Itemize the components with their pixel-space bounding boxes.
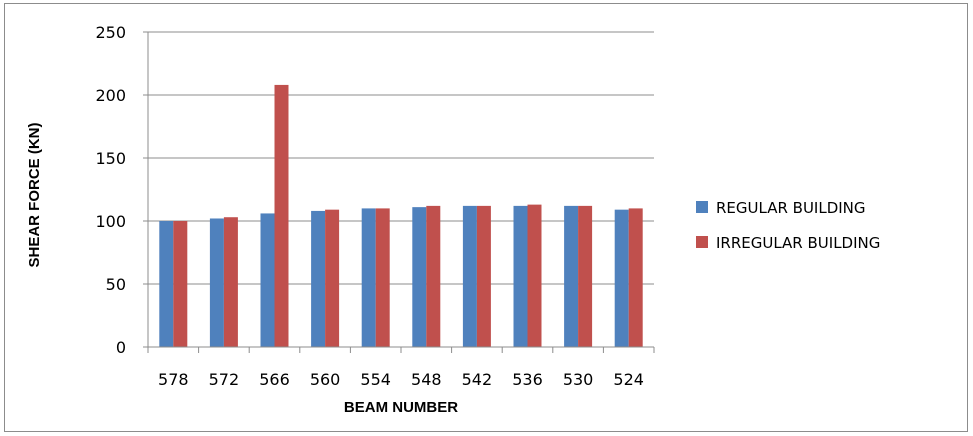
bar-irregular-578 — [173, 221, 188, 347]
bar-irregular-566 — [274, 84, 289, 348]
bar-regular-530 — [564, 205, 579, 347]
bars — [159, 84, 643, 348]
bar-regular-578 — [159, 221, 174, 347]
x-tick-label: 530 — [563, 370, 594, 389]
x-tick-labels: 578 572 566 560 554 548 542 536 530 524 — [158, 370, 644, 389]
x-axis-title: BEAM NUMBER — [344, 399, 458, 416]
bar-regular-542 — [462, 205, 477, 347]
legend-label: IRREGULAR BUILDING — [716, 234, 880, 252]
y-tick-label: 250 — [95, 23, 126, 42]
bar-irregular-524 — [628, 208, 643, 347]
y-tick-label: 50 — [106, 275, 126, 294]
bar-irregular-548 — [426, 205, 441, 347]
bar-regular-566 — [260, 213, 275, 347]
bar-regular-548 — [412, 207, 427, 347]
bar-regular-524 — [614, 209, 629, 347]
bar-irregular-560 — [325, 209, 340, 347]
bar-irregular-536 — [527, 204, 542, 347]
y-tick-label: 0 — [116, 338, 126, 357]
x-tick-label: 548 — [411, 370, 442, 389]
bar-irregular-554 — [375, 208, 390, 347]
x-tick-label: 536 — [512, 370, 543, 389]
bar-regular-536 — [513, 205, 528, 347]
bar-regular-572 — [209, 218, 224, 347]
legend-swatch — [696, 201, 708, 213]
x-tick-label: 524 — [613, 370, 644, 389]
bar-irregular-572 — [223, 217, 238, 347]
y-tick-labels: 0 50 100 150 200 250 — [95, 23, 126, 357]
y-tick-label: 200 — [95, 86, 126, 105]
legend: REGULAR BUILDING IRREGULAR BUILDING — [696, 199, 880, 252]
bar-irregular-530 — [578, 205, 593, 347]
x-tick-label: 578 — [158, 370, 189, 389]
x-tick-label: 566 — [259, 370, 290, 389]
x-tick-label: 542 — [462, 370, 493, 389]
y-tick-label: 100 — [95, 212, 126, 231]
bar-regular-560 — [311, 210, 326, 347]
x-tick-label: 560 — [310, 370, 341, 389]
x-tick-label: 572 — [209, 370, 240, 389]
bar-regular-554 — [361, 208, 376, 347]
x-ticks — [147, 347, 655, 353]
legend-label: REGULAR BUILDING — [716, 199, 866, 217]
x-tick-label: 554 — [360, 370, 391, 389]
y-axis-title: SHEAR FORCE (KN) — [26, 122, 43, 267]
bar-irregular-542 — [476, 205, 491, 347]
y-tick-label: 150 — [95, 149, 126, 168]
legend-swatch — [696, 236, 708, 248]
